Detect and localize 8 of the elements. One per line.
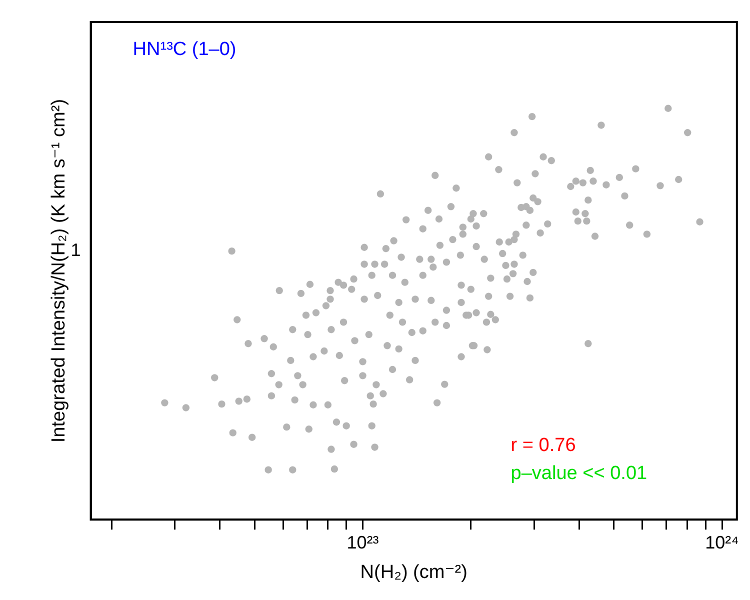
annotation: p–value << 0.01 xyxy=(510,462,648,484)
text: HN¹³C (1–0) xyxy=(132,39,236,60)
x-tick-label: 10²³ xyxy=(346,532,379,552)
text: 1 xyxy=(70,240,81,260)
y-axis-title: Integrated Intensity/N(H₂) (K km s⁻¹ cm²) xyxy=(48,98,70,443)
x-tick-label: 10²⁴ xyxy=(705,532,739,552)
annotation: r = 0.76 xyxy=(510,434,576,456)
x-axis-title: N(H₂) (cm⁻²) xyxy=(360,562,468,583)
